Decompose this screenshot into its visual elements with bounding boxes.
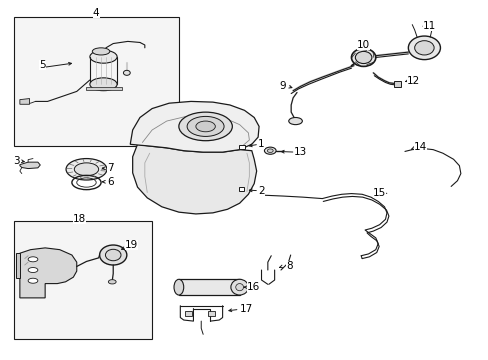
Text: 1: 1 bbox=[258, 139, 264, 149]
Text: 4: 4 bbox=[93, 8, 100, 18]
Ellipse shape bbox=[123, 70, 130, 75]
Polygon shape bbox=[20, 162, 40, 168]
Text: 19: 19 bbox=[125, 240, 138, 250]
Text: 13: 13 bbox=[293, 147, 306, 157]
Text: 9: 9 bbox=[279, 81, 285, 91]
Ellipse shape bbox=[90, 78, 117, 91]
Text: 17: 17 bbox=[240, 304, 253, 314]
Text: 5: 5 bbox=[40, 60, 46, 70]
Ellipse shape bbox=[100, 245, 126, 265]
Ellipse shape bbox=[187, 116, 224, 136]
Ellipse shape bbox=[355, 51, 371, 64]
Ellipse shape bbox=[28, 278, 38, 283]
Ellipse shape bbox=[179, 112, 232, 141]
Ellipse shape bbox=[66, 158, 107, 180]
Ellipse shape bbox=[90, 50, 117, 63]
Ellipse shape bbox=[108, 280, 116, 284]
Text: 2: 2 bbox=[258, 186, 264, 196]
Text: 10: 10 bbox=[356, 40, 369, 50]
Ellipse shape bbox=[414, 41, 433, 55]
Bar bbox=[14, 18, 179, 146]
Ellipse shape bbox=[28, 267, 38, 273]
Ellipse shape bbox=[28, 257, 38, 262]
Text: 14: 14 bbox=[413, 142, 426, 152]
Text: 7: 7 bbox=[107, 163, 114, 173]
Polygon shape bbox=[16, 253, 20, 278]
Text: 15: 15 bbox=[372, 188, 386, 198]
Polygon shape bbox=[130, 102, 259, 152]
Text: 11: 11 bbox=[422, 21, 435, 31]
Bar bbox=[14, 221, 152, 339]
Ellipse shape bbox=[196, 121, 215, 132]
Bar bbox=[238, 145, 245, 149]
Polygon shape bbox=[179, 279, 239, 295]
Ellipse shape bbox=[74, 163, 99, 176]
Polygon shape bbox=[393, 81, 400, 87]
Polygon shape bbox=[20, 99, 30, 104]
Polygon shape bbox=[86, 87, 122, 90]
Ellipse shape bbox=[174, 279, 183, 295]
Polygon shape bbox=[132, 144, 256, 214]
Bar bbox=[238, 187, 244, 192]
Ellipse shape bbox=[230, 279, 248, 295]
Text: 6: 6 bbox=[107, 177, 114, 187]
Ellipse shape bbox=[267, 149, 273, 153]
Polygon shape bbox=[20, 248, 77, 298]
Ellipse shape bbox=[92, 48, 110, 55]
Text: 8: 8 bbox=[285, 261, 292, 271]
Bar bbox=[207, 311, 215, 316]
Ellipse shape bbox=[105, 249, 121, 261]
Ellipse shape bbox=[288, 117, 302, 125]
Text: 12: 12 bbox=[406, 76, 420, 86]
Ellipse shape bbox=[407, 36, 440, 60]
Ellipse shape bbox=[235, 284, 243, 291]
Text: 18: 18 bbox=[72, 213, 85, 224]
Bar bbox=[185, 311, 192, 316]
Ellipse shape bbox=[264, 147, 276, 154]
Text: 16: 16 bbox=[246, 282, 259, 292]
Text: 3: 3 bbox=[13, 156, 19, 166]
Ellipse shape bbox=[351, 49, 375, 66]
